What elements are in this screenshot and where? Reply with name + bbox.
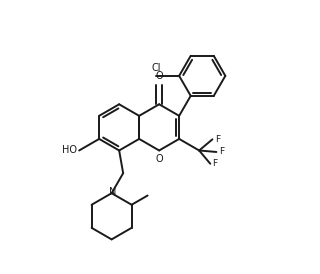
Text: F: F [219, 147, 224, 156]
Text: O: O [155, 72, 163, 81]
Text: F: F [212, 159, 218, 168]
Text: HO: HO [61, 145, 76, 155]
Text: F: F [215, 135, 220, 144]
Text: N: N [108, 187, 116, 197]
Text: Cl: Cl [151, 63, 161, 73]
Text: O: O [155, 154, 163, 164]
